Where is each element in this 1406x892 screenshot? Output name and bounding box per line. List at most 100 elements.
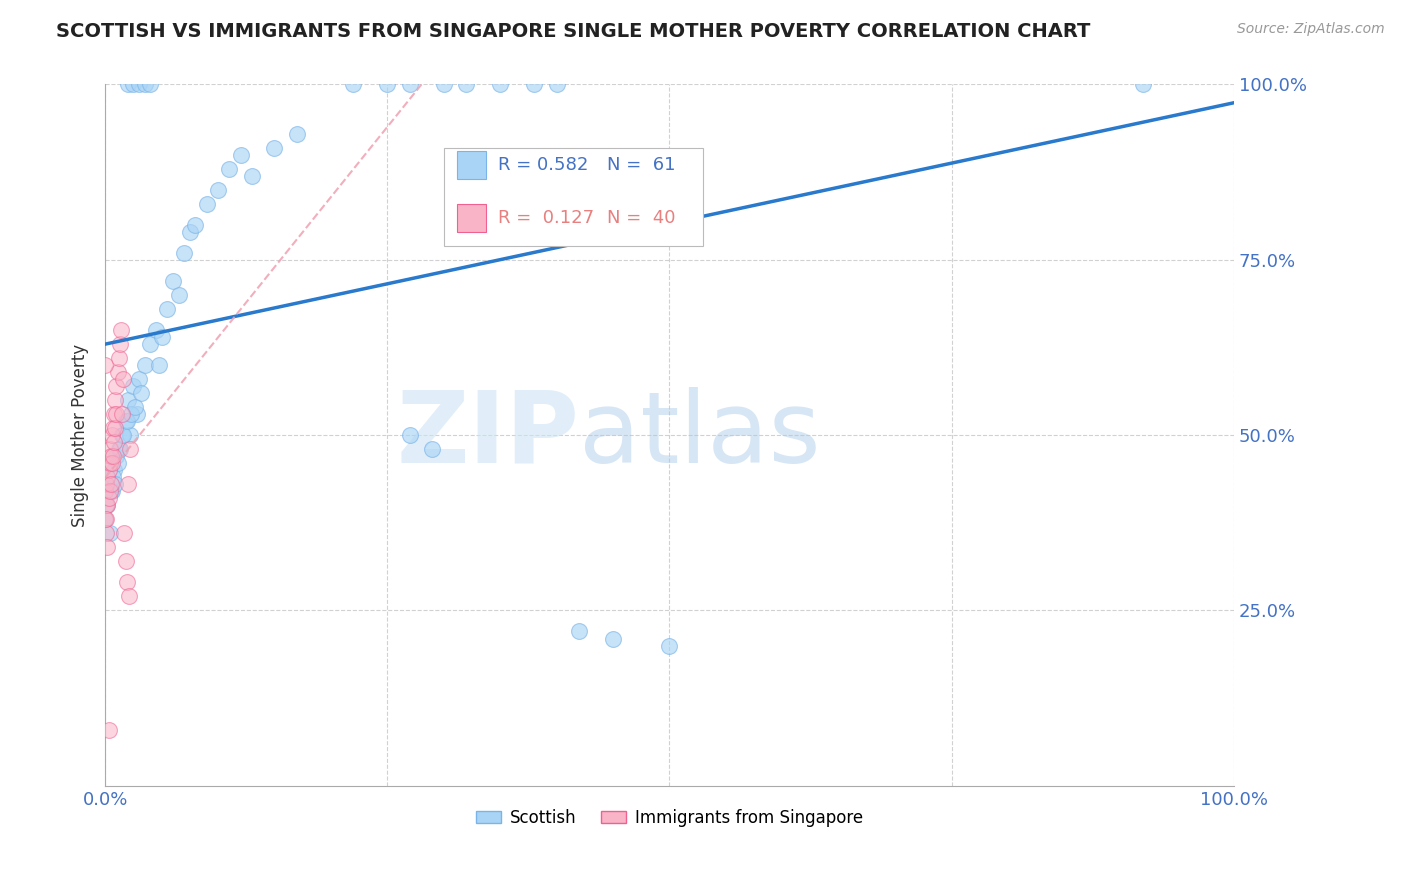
Point	[1132, 78, 1154, 92]
Point	[122, 78, 145, 92]
Point	[94, 484, 117, 499]
Point	[167, 288, 190, 302]
Point	[523, 78, 546, 92]
Point	[98, 456, 121, 470]
Text: ZIP: ZIP	[396, 386, 579, 483]
Point	[124, 400, 146, 414]
Point	[112, 372, 135, 386]
Text: Source: ZipAtlas.com: Source: ZipAtlas.com	[1237, 22, 1385, 37]
Point	[112, 526, 135, 541]
Point	[100, 484, 122, 499]
Point	[489, 78, 512, 92]
Point	[184, 218, 207, 232]
Point	[173, 245, 195, 260]
Point	[101, 421, 124, 435]
Point	[156, 301, 179, 316]
Point	[128, 372, 150, 386]
Point	[377, 78, 399, 92]
Point	[96, 541, 118, 555]
Point	[218, 161, 240, 176]
Point	[145, 323, 167, 337]
Text: SCOTTISH VS IMMIGRANTS FROM SINGAPORE SINGLE MOTHER POVERTY CORRELATION CHART: SCOTTISH VS IMMIGRANTS FROM SINGAPORE SI…	[56, 22, 1091, 41]
Point	[263, 140, 285, 154]
Point	[602, 632, 624, 646]
Point	[111, 428, 134, 442]
Point	[96, 498, 118, 512]
Point	[110, 323, 132, 337]
Text: R =  0.127: R = 0.127	[498, 209, 595, 227]
Point	[658, 639, 681, 653]
Point	[98, 484, 121, 499]
Point	[107, 456, 129, 470]
Point	[103, 463, 125, 477]
Point	[96, 498, 118, 512]
Point	[422, 442, 444, 457]
Text: N =  40: N = 40	[607, 209, 676, 227]
Point	[97, 463, 120, 477]
Point	[98, 526, 121, 541]
Point	[96, 526, 118, 541]
Point	[285, 127, 308, 141]
Point	[179, 225, 201, 239]
Point	[131, 386, 153, 401]
Point	[342, 78, 364, 92]
Point	[97, 491, 120, 506]
Point	[101, 470, 124, 484]
Point	[120, 407, 142, 421]
Point	[107, 442, 129, 457]
Point	[568, 624, 591, 639]
Point	[111, 407, 134, 421]
Point	[105, 449, 128, 463]
Point	[117, 78, 139, 92]
Point	[139, 337, 162, 351]
Point	[207, 183, 229, 197]
Point	[162, 274, 184, 288]
Point	[101, 449, 124, 463]
Point	[108, 337, 131, 351]
Point	[117, 392, 139, 407]
Text: atlas: atlas	[579, 386, 821, 483]
Point	[104, 392, 127, 407]
Point	[114, 414, 136, 428]
Point	[100, 477, 122, 491]
Point	[101, 456, 124, 470]
Point	[104, 421, 127, 435]
Point	[546, 78, 568, 92]
Point	[399, 428, 422, 442]
Point	[105, 379, 128, 393]
Point	[114, 554, 136, 568]
Bar	[457, 203, 485, 232]
Point	[118, 590, 141, 604]
Point	[148, 358, 170, 372]
Point	[240, 169, 263, 183]
Bar	[457, 151, 485, 179]
Point	[101, 484, 124, 499]
Point	[94, 512, 117, 526]
Point	[115, 414, 138, 428]
Point	[115, 575, 138, 590]
Point	[96, 477, 118, 491]
Point	[103, 407, 125, 421]
Point	[118, 442, 141, 457]
Point	[433, 78, 456, 92]
Point	[117, 477, 139, 491]
Point	[98, 442, 121, 457]
Point	[107, 365, 129, 379]
Point	[128, 78, 150, 92]
FancyBboxPatch shape	[444, 147, 703, 246]
Point	[96, 498, 118, 512]
Point	[134, 78, 156, 92]
Y-axis label: Single Mother Poverty: Single Mother Poverty	[72, 343, 89, 526]
Point	[112, 428, 135, 442]
Legend: Scottish, Immigrants from Singapore: Scottish, Immigrants from Singapore	[470, 802, 869, 833]
Point	[107, 351, 129, 365]
Point	[195, 196, 218, 211]
Point	[108, 442, 131, 457]
Text: R = 0.582: R = 0.582	[498, 156, 588, 174]
Point	[105, 407, 128, 421]
Point	[456, 78, 478, 92]
Point	[134, 358, 156, 372]
Point	[103, 435, 125, 450]
Point	[139, 78, 162, 92]
Point	[104, 477, 127, 491]
